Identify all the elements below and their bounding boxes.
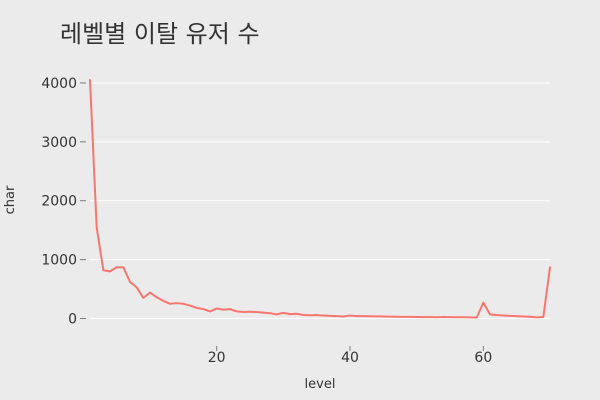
y-tick-label: 1000 xyxy=(41,253,77,269)
series-line-0 xyxy=(90,80,550,318)
y-tick-label: 0 xyxy=(68,312,77,328)
x-tick-label: 60 xyxy=(474,350,492,366)
y-tick-label: 4000 xyxy=(41,76,77,92)
series-layer xyxy=(90,80,550,318)
y-axis-label: char xyxy=(3,185,18,214)
axis-ticks: 0 1000 2000 3000 4000 20 40 60 xyxy=(41,76,492,366)
x-tick-label: 40 xyxy=(341,350,359,366)
grid-lines xyxy=(90,83,550,319)
chart-title: 레벨별 이탈 유저 수 xyxy=(60,20,260,48)
x-axis-label: level xyxy=(305,377,336,392)
x-tick-label: 20 xyxy=(208,350,226,366)
y-tick-label: 2000 xyxy=(41,194,77,210)
y-tick-label: 3000 xyxy=(41,135,77,151)
